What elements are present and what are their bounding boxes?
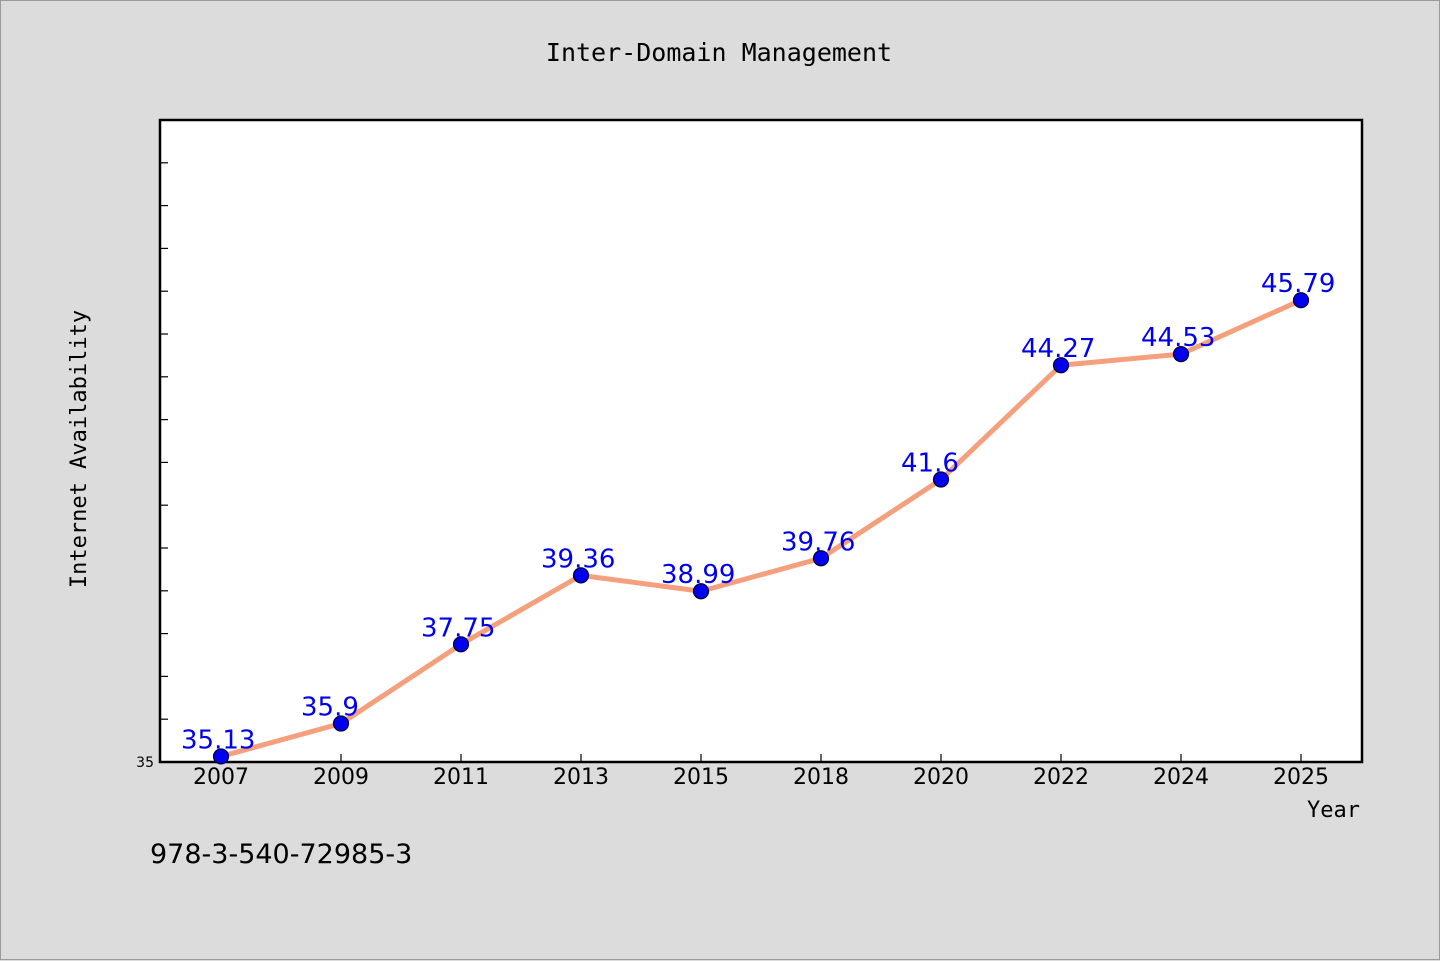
- data-point: [452, 636, 470, 653]
- data-point: [1172, 346, 1190, 363]
- x-tick-label: 2013: [553, 765, 609, 790]
- y-axis-label: Internet Availability: [67, 310, 92, 588]
- data-point: [692, 583, 710, 600]
- x-tick-label: 2011: [433, 765, 489, 790]
- data-point: [572, 567, 590, 584]
- x-tick-label: 2009: [313, 765, 369, 790]
- chart-title: Inter-Domain Management: [546, 38, 892, 67]
- y-axis-ticks: [160, 162, 168, 720]
- x-tick-label: 2018: [793, 765, 849, 790]
- data-point: [1052, 357, 1070, 374]
- footer-note: 978-3-540-72985-3: [150, 839, 412, 870]
- data-label: 44.53: [1141, 323, 1215, 353]
- data-point: [212, 748, 230, 765]
- data-label: 39.36: [541, 544, 615, 574]
- data-points: [212, 292, 1310, 765]
- data-label: 35.13: [181, 725, 255, 755]
- data-point: [812, 550, 830, 567]
- data-label: 45.79: [1261, 269, 1335, 299]
- y-tick-label: 35: [136, 755, 154, 771]
- x-tick-label: 2007: [193, 765, 249, 790]
- data-labels: 35.13 35.9 37.75 39.36 38.99 39.76 41.6 44.27 44…: [181, 269, 1335, 755]
- data-label: 35.9: [301, 692, 359, 722]
- x-tick-label: 2020: [913, 765, 969, 790]
- data-point: [332, 715, 350, 732]
- data-label: 37.75: [421, 613, 495, 643]
- x-tick-label: 2022: [1033, 765, 1089, 790]
- data-label: 38.99: [661, 560, 735, 590]
- x-tick-label: 2024: [1153, 765, 1209, 790]
- data-label: 44.27: [1021, 334, 1095, 364]
- x-tick-label: 2025: [1273, 765, 1329, 790]
- data-point: [1292, 292, 1310, 309]
- x-axis-tick-labels: 2007 2009 2011 2013 2015 2018 2020 2022 2024 2025: [193, 765, 1329, 790]
- x-tick-label: 2015: [673, 765, 729, 790]
- plot-area: [158, 118, 1364, 764]
- series-line: [218, 297, 1304, 759]
- x-axis-label: Year: [1307, 798, 1360, 823]
- data-label: 41.6: [901, 449, 959, 479]
- data-label: 39.76: [781, 527, 855, 557]
- data-point: [932, 471, 950, 488]
